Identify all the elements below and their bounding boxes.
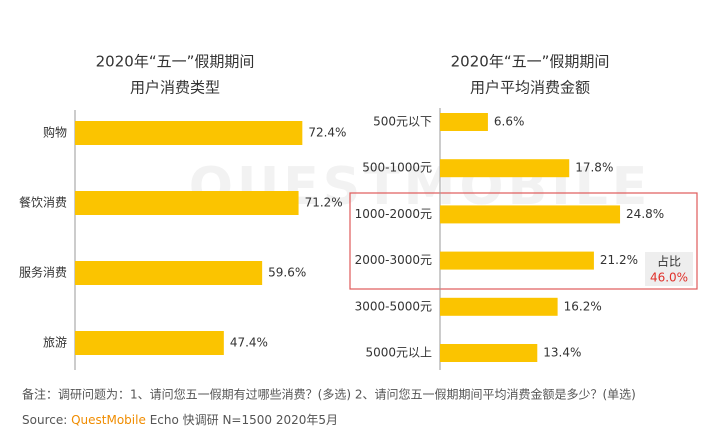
- bar: [440, 344, 538, 362]
- chart-title: 2020年“五一”假期期间: [96, 53, 255, 71]
- highlight-box: [349, 192, 698, 290]
- category-label: 3000-5000元: [355, 299, 432, 313]
- category-label: 500元以下: [373, 115, 432, 129]
- annotation-box: [645, 252, 693, 286]
- value-label: 17.8%: [575, 161, 613, 175]
- bar: [75, 331, 224, 355]
- source-brand: QuestMobile: [71, 413, 146, 427]
- annotation-title: 占比: [657, 254, 681, 269]
- value-label: 72.4%: [308, 126, 346, 140]
- bar: [440, 113, 488, 131]
- value-label: 59.6%: [268, 266, 306, 280]
- category-label: 旅游: [43, 336, 67, 350]
- category-label: 服务消费: [19, 265, 67, 280]
- source-prefix: Source:: [22, 413, 67, 427]
- bar: [75, 191, 299, 215]
- value-label: 6.6%: [494, 115, 525, 129]
- category-label: 购物: [43, 125, 67, 140]
- value-label: 21.2%: [600, 253, 638, 267]
- footer-note: 备注：调研问题为：1、请问您五一假期有过哪些消费？(多选) 2、请问您五一假期期…: [22, 387, 636, 402]
- bar: [440, 205, 621, 224]
- bar: [440, 297, 558, 316]
- bar: [440, 159, 570, 178]
- footer-source: Source: QuestMobile Echo 快调研 N=1500 2020…: [22, 413, 338, 427]
- value-label: 16.2%: [564, 299, 602, 313]
- category-label: 2000-3000元: [355, 253, 432, 267]
- value-label: 71.2%: [305, 196, 343, 210]
- category-label: 1000-2000元: [355, 207, 432, 221]
- bar: [75, 121, 303, 145]
- chart-subtitle: 用户消费类型: [130, 79, 220, 97]
- chart-title: 2020年“五一”假期期间: [451, 53, 610, 71]
- category-label: 500-1000元: [362, 161, 432, 175]
- chart-subtitle: 用户平均消费金额: [470, 79, 590, 97]
- category-label: 5000元以上: [365, 346, 432, 360]
- annotation-value: 46.0%: [650, 271, 688, 285]
- value-label: 13.4%: [543, 346, 581, 360]
- bar: [440, 251, 594, 270]
- value-label: 47.4%: [230, 336, 268, 350]
- bar: [75, 261, 263, 285]
- category-label: 餐饮消费: [19, 195, 67, 210]
- source-rest: Echo 快调研 N=1500 2020年5月: [150, 413, 338, 427]
- value-label: 24.8%: [626, 207, 664, 221]
